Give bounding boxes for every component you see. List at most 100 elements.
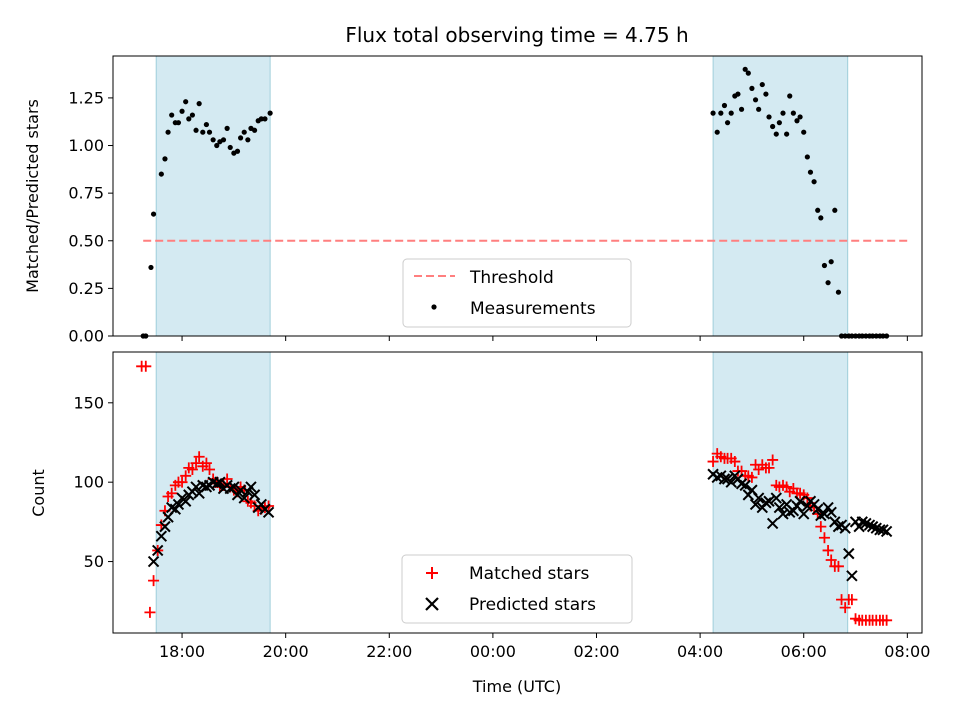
measurement-point (179, 108, 185, 114)
measurement-point (251, 127, 258, 133)
matched-star-point (729, 456, 741, 468)
measurement-point (825, 280, 831, 286)
top-legend: Threshold Measurements (402, 258, 632, 328)
measurement-point (804, 154, 810, 160)
y-tick-label: 50 (84, 552, 104, 571)
measurement-point (821, 262, 828, 269)
x-tick-label: 02:00 (573, 642, 619, 661)
matched-star-point (140, 360, 152, 372)
matched-star-point (746, 471, 758, 483)
predicted-star-point (832, 520, 845, 533)
shaded-interval-1 (713, 56, 848, 336)
top-y-axis-label: Matched/Predicted stars (23, 99, 42, 293)
matched-star-point (707, 456, 719, 468)
measurement-point (763, 91, 769, 97)
matched-star-point (818, 532, 830, 544)
bottom-y-axis: 50 100 150 (73, 393, 113, 571)
x-tick-label: 06:00 (781, 642, 827, 661)
predicted-star-point (262, 506, 275, 519)
measurement-point (227, 144, 233, 151)
predicted-stars-series (147, 468, 893, 582)
predicted-star-point (846, 570, 858, 582)
y-tick-label: 1.00 (68, 136, 104, 155)
predicted-star-point (880, 525, 893, 538)
measurement-point (745, 70, 751, 76)
legend-threshold-label: Threshold (469, 268, 554, 288)
bottom-plot-frame (112, 351, 923, 634)
matched-star-point (832, 560, 844, 572)
top-plot-frame (112, 55, 923, 337)
measurement-point (175, 120, 182, 126)
top-legend-box (402, 258, 632, 328)
measurement-point (797, 114, 803, 120)
matched-star-point (176, 476, 188, 488)
predicted-star-point (839, 522, 851, 534)
matched-star-point (180, 470, 192, 482)
measurement-point (237, 135, 244, 141)
x-tick-label: 18:00 (159, 642, 205, 661)
measurement-point (189, 112, 196, 118)
predicted-star-point (214, 476, 226, 488)
predicted-star-point (818, 508, 831, 520)
measurement-point (224, 125, 230, 131)
measurement-point (801, 129, 807, 135)
measurement-point (784, 131, 790, 137)
legend-matched-swatch (426, 567, 438, 579)
y-tick-label: 150 (73, 393, 104, 412)
matched-star-point (846, 594, 858, 606)
predicted-star-point (155, 530, 168, 542)
predicted-star-point (770, 492, 782, 504)
matched-star-point (193, 451, 205, 463)
predicted-star-point (812, 503, 824, 515)
measurement-point (742, 66, 748, 72)
matched-star-point (204, 463, 216, 475)
measurement-point (759, 81, 765, 88)
predicted-star-point (245, 481, 257, 493)
measurement-point (752, 97, 759, 103)
y-tick-label: 0.75 (68, 184, 104, 203)
bottom-legend-box (401, 554, 633, 624)
matched-star-point (148, 575, 160, 587)
measurement-point (200, 129, 206, 135)
measurement-point (158, 171, 164, 177)
predicted-star-point (172, 498, 185, 511)
measurement-point (214, 142, 220, 149)
predicted-star-point (165, 501, 178, 514)
measurement-point (210, 137, 216, 143)
x-tick-label: 08:00 (884, 642, 930, 661)
measurement-point (811, 179, 817, 185)
measurement-point (776, 120, 782, 126)
predicted-star-point (248, 489, 261, 501)
bottom-shaded-intervals (155, 352, 849, 633)
predicted-star-point (843, 547, 855, 560)
top-x-axis (181, 336, 908, 341)
predicted-star-point (870, 522, 882, 534)
legend-predicted-label: Predicted stars (469, 595, 596, 615)
predicted-star-point (798, 508, 810, 520)
measurement-point (714, 129, 720, 135)
matched-star-point (825, 554, 837, 566)
matched-star-point (822, 544, 834, 556)
y-tick-label: 0.50 (68, 231, 104, 250)
matched-star-point (200, 457, 212, 469)
matched-star-point (155, 519, 167, 531)
x-tick-label: 04:00 (677, 642, 723, 661)
matched-star-point (763, 462, 775, 474)
x-tick-label: 00:00 (470, 642, 516, 661)
predicted-star-point (200, 481, 213, 493)
measurement-point (196, 101, 202, 107)
y-tick-label: 0.00 (68, 327, 104, 346)
predicted-star-point (749, 498, 762, 511)
measurement-point (186, 116, 192, 122)
predicted-star-point (825, 506, 837, 519)
predicted-star-point (856, 516, 868, 528)
matched-star-point (839, 602, 851, 614)
predicted-star-point (159, 520, 171, 533)
measurement-point (262, 116, 268, 122)
measurement-point (241, 129, 247, 135)
measurement-point (749, 85, 755, 91)
top-y-axis: 0.00 0.25 0.50 0.75 1.00 1.25 (68, 88, 113, 346)
predicted-star-point (739, 479, 751, 492)
measurement-point (766, 114, 772, 120)
measurement-point (220, 137, 227, 143)
